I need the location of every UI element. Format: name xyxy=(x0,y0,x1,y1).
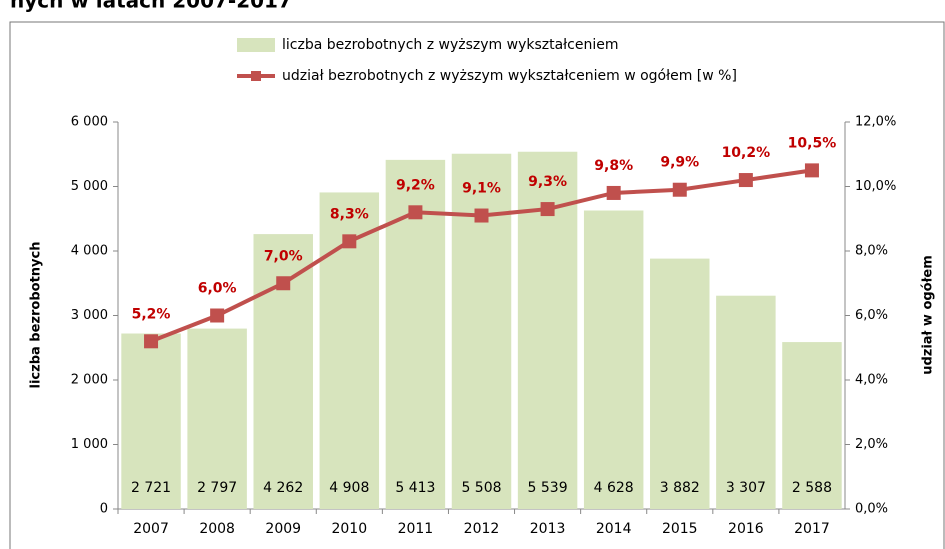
bar-value-label: 3 307 xyxy=(726,480,766,496)
legend-swatch xyxy=(237,38,275,52)
bar-value-label: 5 508 xyxy=(461,480,501,496)
bar-value-label: 2 721 xyxy=(131,480,171,496)
bar xyxy=(253,234,313,509)
y-tick-label: 6 000 xyxy=(71,115,108,130)
y2-tick-label: 6,0% xyxy=(855,308,888,323)
bar xyxy=(121,333,181,509)
line-value-label: 9,3% xyxy=(528,174,567,190)
y2-tick-label: 0,0% xyxy=(855,502,888,517)
bar-value-label: 2 797 xyxy=(197,480,237,496)
line-marker xyxy=(606,185,621,200)
line-marker xyxy=(804,163,819,178)
x-tick-label: 2008 xyxy=(199,521,235,537)
y-tick-label: 0 xyxy=(100,502,108,517)
line-value-label: 9,2% xyxy=(396,177,435,193)
y-tick-label: 5 000 xyxy=(71,179,108,194)
line-value-label: 9,8% xyxy=(594,158,633,174)
line-value-label: 8,3% xyxy=(330,206,369,222)
line-marker xyxy=(408,205,423,220)
legend-label: liczba bezrobotnych z wyższym wykształce… xyxy=(282,37,618,53)
line-marker xyxy=(474,208,489,223)
bar xyxy=(782,342,842,509)
line-value-label: 5,2% xyxy=(132,306,171,322)
bar-value-label: 3 882 xyxy=(660,480,700,496)
y2-tick-label: 8,0% xyxy=(855,244,888,259)
bar-value-label: 4 628 xyxy=(594,480,634,496)
y2-tick-label: 4,0% xyxy=(855,373,888,388)
bar-value-label: 4 908 xyxy=(329,480,369,496)
y2-tick-label: 2,0% xyxy=(855,437,888,452)
bar xyxy=(583,210,644,509)
line-marker xyxy=(210,308,225,323)
line-value-label: 9,1% xyxy=(462,181,501,197)
x-tick-label: 2009 xyxy=(265,521,301,537)
bar xyxy=(716,295,776,509)
x-tick-label: 2016 xyxy=(728,521,764,537)
line-value-label: 6,0% xyxy=(198,281,237,297)
x-tick-label: 2017 xyxy=(794,521,830,537)
x-tick-label: 2015 xyxy=(662,521,698,537)
line-value-label: 7,0% xyxy=(264,248,303,264)
bar xyxy=(187,328,247,509)
line-value-label: 9,9% xyxy=(660,155,699,171)
y-axis-label: liczba bezrobotnych xyxy=(29,242,44,389)
bar xyxy=(451,153,512,509)
x-tick-label: 2012 xyxy=(464,521,500,537)
line-marker xyxy=(144,334,159,349)
line-marker xyxy=(276,276,291,291)
line-value-label: 10,5% xyxy=(788,135,837,151)
bar-value-label: 4 262 xyxy=(263,480,303,496)
bar-value-label: 2 588 xyxy=(792,480,832,496)
line-marker xyxy=(672,182,687,197)
chart-title: nych w latach 2007-2017 xyxy=(10,0,292,13)
x-tick-label: 2014 xyxy=(596,521,632,537)
bar xyxy=(650,258,710,509)
y-tick-label: 1 000 xyxy=(71,437,108,452)
y2-axis-label: udział w ogółem xyxy=(921,255,936,375)
line-marker xyxy=(342,234,357,249)
x-tick-label: 2010 xyxy=(331,521,367,537)
bar-value-label: 5 539 xyxy=(528,480,568,496)
y-tick-label: 4 000 xyxy=(71,244,108,259)
y-tick-label: 3 000 xyxy=(71,308,108,323)
x-tick-label: 2007 xyxy=(133,521,169,537)
x-tick-label: 2013 xyxy=(530,521,566,537)
legend-label: udział bezrobotnych z wyższym wykształce… xyxy=(282,68,737,84)
y2-tick-label: 10,0% xyxy=(855,179,896,194)
legend-swatch xyxy=(251,71,261,81)
bar-value-label: 5 413 xyxy=(395,480,435,496)
line-marker xyxy=(540,202,555,217)
y2-tick-label: 12,0% xyxy=(855,115,896,130)
x-tick-label: 2011 xyxy=(398,521,434,537)
line-marker xyxy=(738,173,753,188)
line-value-label: 10,2% xyxy=(722,145,771,161)
y-tick-label: 2 000 xyxy=(71,373,108,388)
